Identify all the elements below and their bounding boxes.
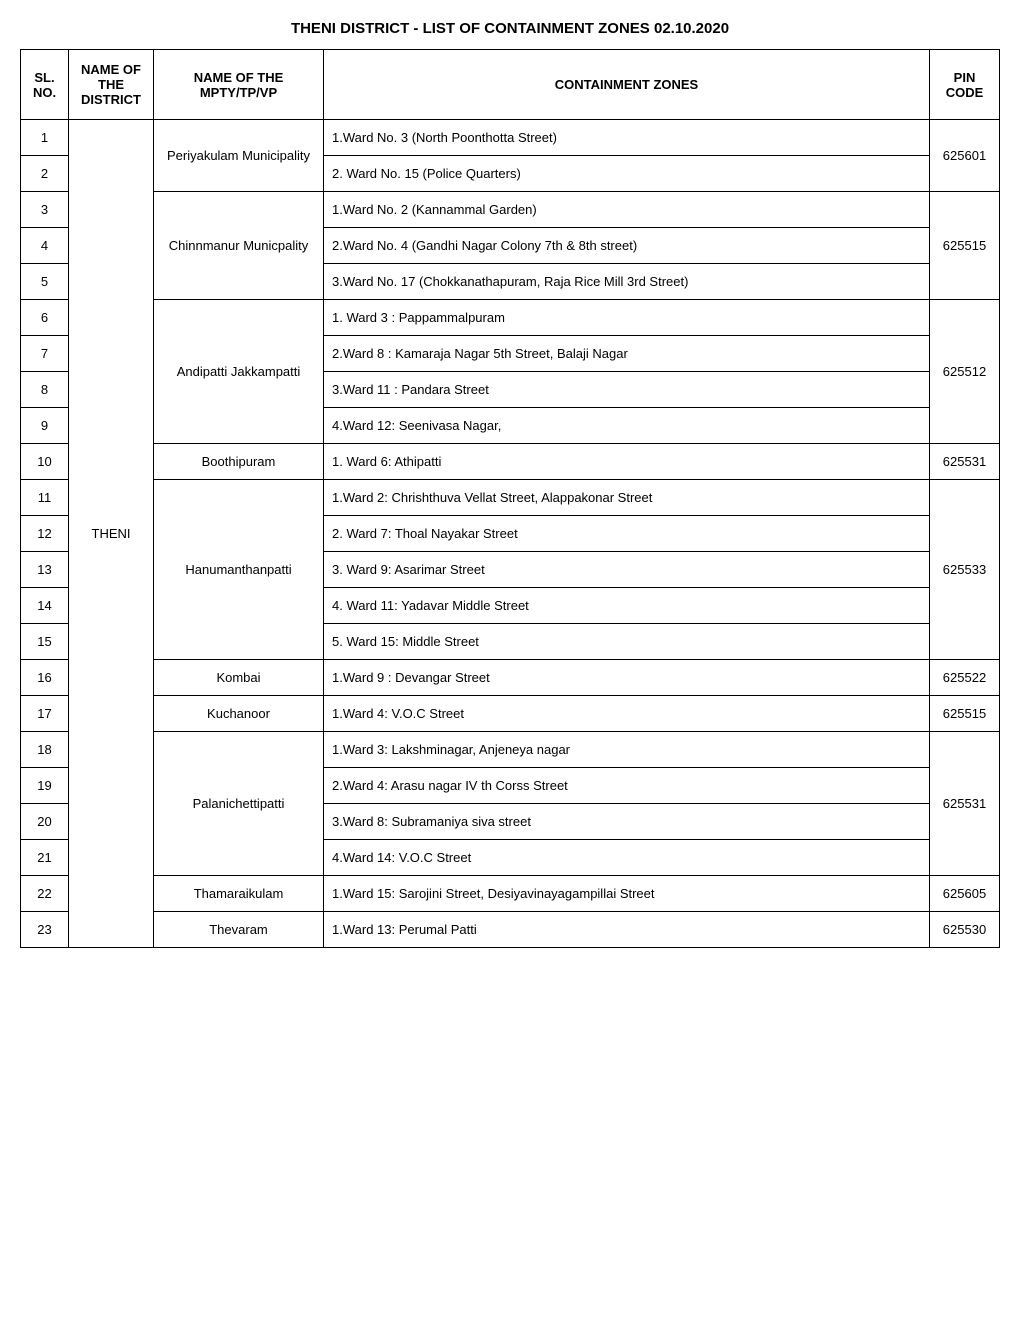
cell-sl: 1	[21, 120, 69, 156]
cell-mpty: Hanumanthanpatti	[154, 480, 324, 660]
cell-sl: 13	[21, 552, 69, 588]
cell-mpty: Palanichettipatti	[154, 732, 324, 876]
cell-sl: 16	[21, 660, 69, 696]
cell-pin: 625601	[930, 120, 1000, 192]
table-row: 22 Thamaraikulam 1.Ward 15: Sarojini Str…	[21, 876, 1000, 912]
cell-sl: 10	[21, 444, 69, 480]
table-row: 6 Andipatti Jakkampatti 1. Ward 3 : Papp…	[21, 300, 1000, 336]
col-header-mpty: NAME OF THE MPTY/TP/VP	[154, 50, 324, 120]
cell-zone: 1. Ward 3 : Pappammalpuram	[324, 300, 930, 336]
cell-sl: 12	[21, 516, 69, 552]
cell-sl: 22	[21, 876, 69, 912]
cell-zone: 3. Ward 9: Asarimar Street	[324, 552, 930, 588]
cell-pin: 625533	[930, 480, 1000, 660]
cell-zone: 1.Ward 3: Lakshminagar, Anjeneya nagar	[324, 732, 930, 768]
containment-zones-table: SL. NO. NAME OF THE DISTRICT NAME OF THE…	[20, 49, 1000, 948]
cell-sl: 4	[21, 228, 69, 264]
cell-zone: 2. Ward No. 15 (Police Quarters)	[324, 156, 930, 192]
table-row: 23 Thevaram 1.Ward 13: Perumal Patti 625…	[21, 912, 1000, 948]
cell-sl: 15	[21, 624, 69, 660]
col-header-pin: PIN CODE	[930, 50, 1000, 120]
cell-district: THENI	[69, 120, 154, 948]
cell-zone: 1.Ward 13: Perumal Patti	[324, 912, 930, 948]
cell-zone: 2.Ward No. 4 (Gandhi Nagar Colony 7th & …	[324, 228, 930, 264]
cell-sl: 9	[21, 408, 69, 444]
table-row: 17 Kuchanoor 1.Ward 4: V.O.C Street 6255…	[21, 696, 1000, 732]
table-row: 16 Kombai 1.Ward 9 : Devangar Street 625…	[21, 660, 1000, 696]
col-header-sl: SL. NO.	[21, 50, 69, 120]
cell-zone: 4.Ward 14: V.O.C Street	[324, 840, 930, 876]
table-row: 3 Chinnmanur Municpality 1.Ward No. 2 (K…	[21, 192, 1000, 228]
cell-mpty: Andipatti Jakkampatti	[154, 300, 324, 444]
cell-zone: 1.Ward No. 2 (Kannammal Garden)	[324, 192, 930, 228]
cell-zone: 1. Ward 6: Athipatti	[324, 444, 930, 480]
cell-sl: 19	[21, 768, 69, 804]
cell-sl: 11	[21, 480, 69, 516]
cell-pin: 625512	[930, 300, 1000, 444]
cell-sl: 8	[21, 372, 69, 408]
cell-zone: 1.Ward No. 3 (North Poonthotta Street)	[324, 120, 930, 156]
cell-sl: 7	[21, 336, 69, 372]
cell-pin: 625530	[930, 912, 1000, 948]
cell-mpty: Boothipuram	[154, 444, 324, 480]
cell-pin: 625531	[930, 732, 1000, 876]
cell-zone: 1.Ward 4: V.O.C Street	[324, 696, 930, 732]
cell-zone: 2.Ward 8 : Kamaraja Nagar 5th Street, Ba…	[324, 336, 930, 372]
cell-zone: 1.Ward 15: Sarojini Street, Desiyavinaya…	[324, 876, 930, 912]
cell-sl: 17	[21, 696, 69, 732]
cell-zone: 4. Ward 11: Yadavar Middle Street	[324, 588, 930, 624]
document-title: THENI DISTRICT - LIST OF CONTAINMENT ZON…	[20, 20, 1000, 37]
col-header-district: NAME OF THE DISTRICT	[69, 50, 154, 120]
cell-mpty: Kombai	[154, 660, 324, 696]
cell-zone: 1.Ward 2: Chrishthuva Vellat Street, Ala…	[324, 480, 930, 516]
cell-sl: 18	[21, 732, 69, 768]
cell-sl: 2	[21, 156, 69, 192]
cell-sl: 20	[21, 804, 69, 840]
cell-zone: 3.Ward 8: Subramaniya siva street	[324, 804, 930, 840]
cell-mpty: Periyakulam Municipality	[154, 120, 324, 192]
cell-sl: 14	[21, 588, 69, 624]
table-row: 11 Hanumanthanpatti 1.Ward 2: Chrishthuv…	[21, 480, 1000, 516]
cell-mpty: Thamaraikulam	[154, 876, 324, 912]
cell-zone: 3.Ward No. 17 (Chokkanathapuram, Raja Ri…	[324, 264, 930, 300]
cell-zone: 4.Ward 12: Seenivasa Nagar,	[324, 408, 930, 444]
cell-pin: 625531	[930, 444, 1000, 480]
cell-pin: 625515	[930, 696, 1000, 732]
cell-sl: 3	[21, 192, 69, 228]
cell-sl: 23	[21, 912, 69, 948]
cell-pin: 625515	[930, 192, 1000, 300]
cell-zone: 5. Ward 15: Middle Street	[324, 624, 930, 660]
cell-mpty: Thevaram	[154, 912, 324, 948]
cell-pin: 625605	[930, 876, 1000, 912]
table-header-row: SL. NO. NAME OF THE DISTRICT NAME OF THE…	[21, 50, 1000, 120]
cell-sl: 6	[21, 300, 69, 336]
table-row: 1 THENI Periyakulam Municipality 1.Ward …	[21, 120, 1000, 156]
cell-zone: 1.Ward 9 : Devangar Street	[324, 660, 930, 696]
col-header-zones: CONTAINMENT ZONES	[324, 50, 930, 120]
cell-zone: 2.Ward 4: Arasu nagar IV th Corss Street	[324, 768, 930, 804]
cell-zone: 2. Ward 7: Thoal Nayakar Street	[324, 516, 930, 552]
cell-sl: 5	[21, 264, 69, 300]
cell-sl: 21	[21, 840, 69, 876]
cell-zone: 3.Ward 11 : Pandara Street	[324, 372, 930, 408]
cell-pin: 625522	[930, 660, 1000, 696]
cell-mpty: Chinnmanur Municpality	[154, 192, 324, 300]
table-row: 18 Palanichettipatti 1.Ward 3: Lakshmina…	[21, 732, 1000, 768]
cell-mpty: Kuchanoor	[154, 696, 324, 732]
table-row: 10 Boothipuram 1. Ward 6: Athipatti 6255…	[21, 444, 1000, 480]
